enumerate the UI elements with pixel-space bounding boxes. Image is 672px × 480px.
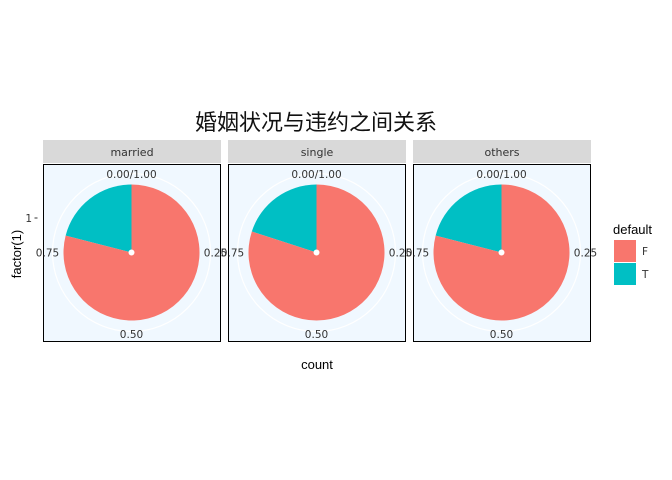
radial-gridline (421, 172, 582, 333)
theta-tick-label: 0.25 (574, 248, 597, 260)
chart-title: 婚姻状况与违约之间关系 (195, 111, 437, 136)
radial-gridline (236, 172, 397, 333)
facet-single: single 0.00/1.00 0.25 0.50 0.75 (221, 140, 412, 342)
theta-tick-label: 0.00/1.00 (476, 169, 526, 181)
facet-strip-label: others (484, 146, 519, 159)
facet-strip-label: married (110, 146, 153, 159)
pie-center-hole (498, 249, 505, 256)
pie-slice-T (251, 184, 317, 253)
facet-panels: married 0.00/1.00 0.25 0.50 0.75 single 0.00/1… (36, 140, 597, 342)
theta-tick-label: 0.75 (406, 248, 429, 260)
pie-slice-T (435, 184, 502, 253)
theta-tick-label: 0.50 (490, 329, 513, 341)
legend-title: default (613, 222, 652, 237)
theta-tick-label: 0.00/1.00 (106, 169, 156, 181)
y-axis-title: factor(1) (9, 230, 24, 278)
pie-slice-T (65, 184, 132, 253)
theta-tick-label: 0.75 (36, 248, 59, 260)
legend-key-T (614, 263, 636, 285)
y-tick-label: 1 (25, 213, 32, 225)
theta-tick-label: 0.50 (305, 329, 328, 341)
facet-strip (43, 140, 221, 163)
theta-tick-label: 0.25 (204, 248, 227, 260)
legend-key-F (614, 240, 636, 262)
pie-center-hole (128, 249, 135, 256)
facet-others: others 0.00/1.00 0.25 0.50 0.75 (406, 140, 597, 342)
facet-strip-label: single (301, 146, 334, 159)
theta-tick-label: 0.50 (120, 329, 143, 341)
legend-label-T: T (641, 269, 649, 281)
facet-strip (413, 140, 591, 163)
theta-tick-label: 0.25 (389, 248, 412, 260)
legend-label-F: F (642, 246, 648, 258)
legend: default FT (613, 222, 652, 285)
pie-center-hole (313, 249, 320, 256)
theta-tick-label: 0.75 (221, 248, 244, 260)
radial-gridline (51, 172, 212, 333)
facet-married: married 0.00/1.00 0.25 0.50 0.75 (36, 140, 227, 342)
x-axis-title: count (301, 357, 333, 372)
facet-strip (228, 140, 406, 163)
theta-tick-label: 0.00/1.00 (291, 169, 341, 181)
